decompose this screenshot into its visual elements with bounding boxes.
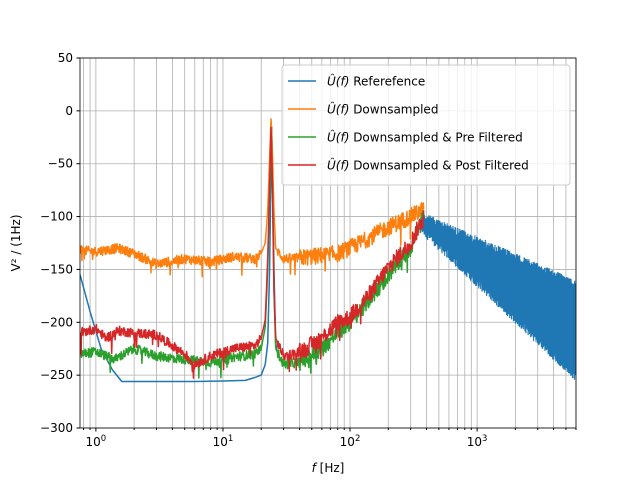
- axes: 50 0 −50 −100 −150 −200 −250 −300 100 101 102 103: [40, 51, 577, 449]
- series-group: [80, 118, 576, 383]
- plot-frame: [79, 57, 577, 429]
- y-tick-label: −300: [40, 421, 73, 435]
- x-tick-label: 102: [340, 434, 361, 449]
- series-line: [80, 118, 425, 278]
- y-tick-label: −250: [40, 368, 73, 382]
- y-tick-label: −150: [40, 262, 73, 276]
- legend-label: Û(f) Downsampled & Post Filtered: [327, 158, 529, 173]
- series-line: [80, 126, 425, 379]
- y-tick-label: −100: [40, 210, 73, 224]
- x-tick-label: 103: [467, 434, 488, 449]
- series-downsampled: [80, 118, 425, 278]
- x-tick-label: 100: [86, 434, 107, 449]
- series-downsampled-post-filtered: [80, 126, 425, 379]
- x-axis-label: f [Hz]: [312, 461, 345, 475]
- legend-label: Û(f) Downsampled & Pre Filtered: [327, 130, 523, 145]
- legend: Û(f) Referefence Û(f) Downsampled Û(f) Dow…: [281, 64, 571, 186]
- y-axis-label: V² / (1Hz): [9, 214, 23, 271]
- legend-label: Û(f) Downsampled: [327, 102, 438, 117]
- y-tick-label: −50: [48, 157, 73, 171]
- y-tick-label: 50: [58, 51, 73, 65]
- y-tick-label: −200: [40, 315, 73, 329]
- x-tick-label: 101: [213, 434, 234, 449]
- legend-box: [281, 64, 571, 186]
- legend-label: Û(f) Referefence: [327, 74, 425, 89]
- y-tick-label: 0: [65, 104, 73, 118]
